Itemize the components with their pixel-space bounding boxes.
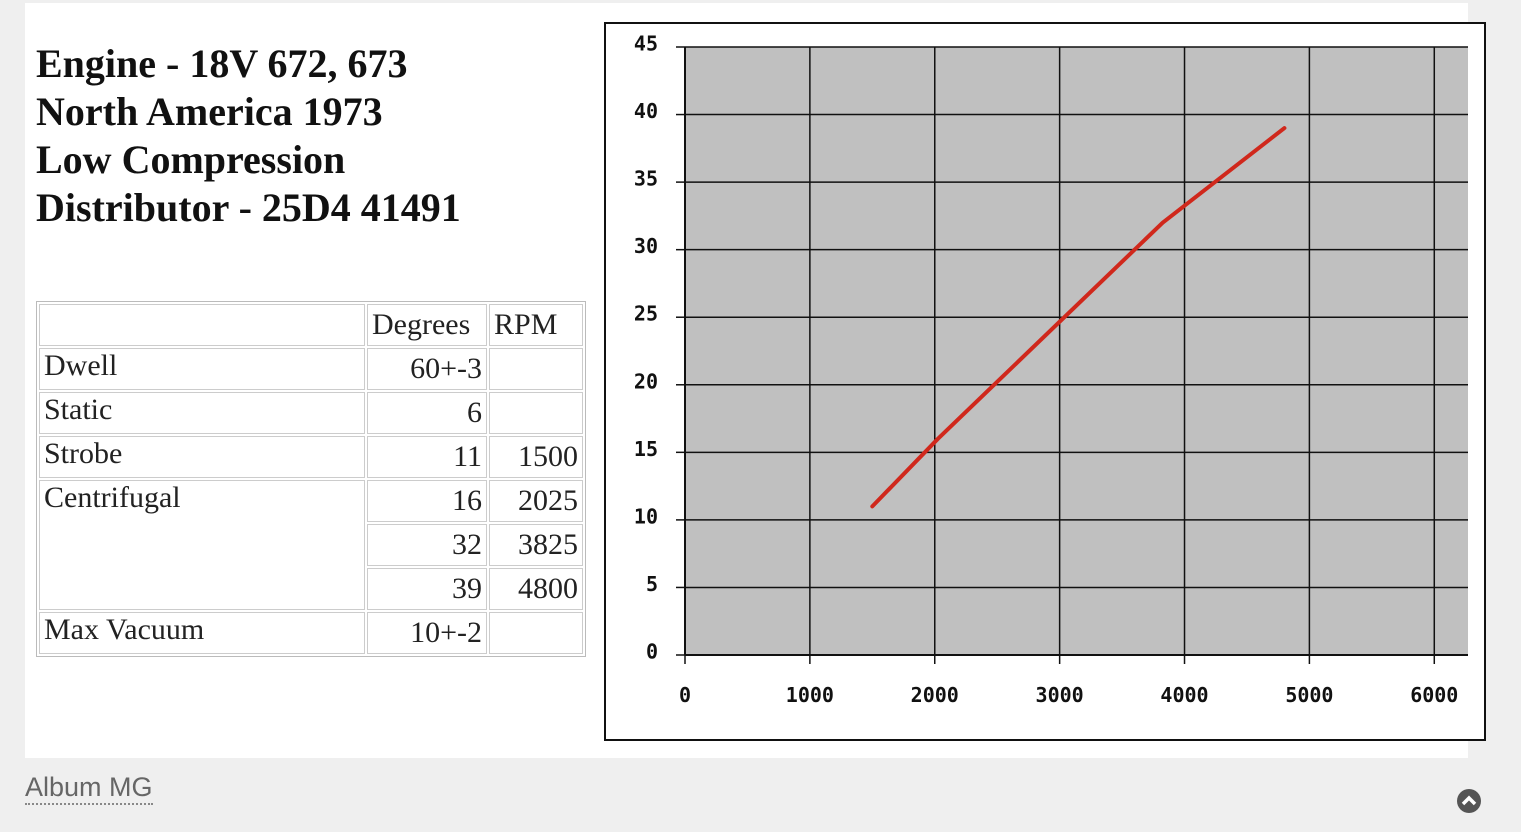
x-tick-label: 0 bbox=[679, 683, 691, 707]
plot-area bbox=[685, 47, 1468, 655]
heading-line: Distributor - 25D4 41491 bbox=[36, 185, 461, 230]
x-tick-label: 3000 bbox=[1036, 683, 1084, 707]
table-row: Dwell 60+-3 bbox=[39, 348, 583, 390]
y-tick-label: 5 bbox=[646, 572, 658, 596]
row-label: Max Vacuum bbox=[39, 612, 365, 654]
table-cell bbox=[489, 392, 583, 434]
table-cell: 60+-3 bbox=[367, 348, 487, 390]
table-cell: 6 bbox=[367, 392, 487, 434]
album-link[interactable]: Album MG bbox=[25, 772, 153, 805]
heading-line: North America 1973 bbox=[36, 89, 383, 134]
timing-table: Degrees RPM Dwell 60+-3 Static 6 Strobe 11 1500 C… bbox=[36, 301, 586, 657]
table-cell: 3825 bbox=[489, 524, 583, 566]
row-label: Centrifugal bbox=[39, 480, 365, 610]
y-tick-label: 20 bbox=[634, 369, 658, 393]
table-cell: 2025 bbox=[489, 480, 583, 522]
table-cell bbox=[489, 348, 583, 390]
x-tick-label: 5000 bbox=[1285, 683, 1333, 707]
table-row: Centrifugal 16 2025 bbox=[39, 480, 583, 610]
table-cell: 10+-2 bbox=[367, 612, 487, 654]
y-tick-label: 45 bbox=[634, 32, 658, 56]
x-tick-label: 1000 bbox=[786, 683, 834, 707]
row-label: Strobe bbox=[39, 436, 365, 478]
row-label: Dwell bbox=[39, 348, 365, 390]
table-row: Strobe 11 1500 bbox=[39, 436, 583, 478]
table-row: Static 6 bbox=[39, 392, 583, 434]
table-row: 32 3825 bbox=[39, 524, 583, 566]
header-row: Degrees RPM bbox=[39, 304, 583, 346]
table-cell: 32 bbox=[367, 524, 487, 566]
y-tick-label: 15 bbox=[634, 437, 658, 461]
table-cell: 39 bbox=[367, 568, 487, 610]
y-tick-label: 30 bbox=[634, 234, 658, 258]
table-row: Max Vacuum 10+-2 bbox=[39, 612, 583, 654]
row-label: Static bbox=[39, 392, 365, 434]
scroll-top[interactable] bbox=[1456, 788, 1482, 814]
column-header: RPM bbox=[489, 304, 583, 346]
y-tick-label: 35 bbox=[634, 167, 658, 191]
heading-line: Low Compression bbox=[36, 137, 346, 182]
table-cell: 4800 bbox=[489, 568, 583, 610]
heading-line: Engine - 18V 672, 673 bbox=[36, 41, 408, 86]
x-tick-label: 2000 bbox=[911, 683, 959, 707]
y-tick-label: 0 bbox=[646, 640, 658, 664]
heading: Engine - 18V 672, 673 North America 1973 L… bbox=[36, 40, 461, 232]
y-tick-label: 40 bbox=[634, 99, 658, 123]
x-tick-label: 6000 bbox=[1410, 683, 1458, 707]
data-line bbox=[870, 126, 1287, 509]
y-tick-label: 25 bbox=[634, 302, 658, 326]
x-tick-label: 4000 bbox=[1160, 683, 1208, 707]
table-row: 39 4800 bbox=[39, 568, 583, 610]
table-cell: 11 bbox=[367, 436, 487, 478]
y-tick-label: 10 bbox=[634, 504, 658, 528]
table-cell: 16 bbox=[367, 480, 487, 522]
table-cell bbox=[489, 612, 583, 654]
empty-cell bbox=[39, 304, 365, 346]
table-cell: 1500 bbox=[489, 436, 583, 478]
column-header: Degrees bbox=[367, 304, 487, 346]
